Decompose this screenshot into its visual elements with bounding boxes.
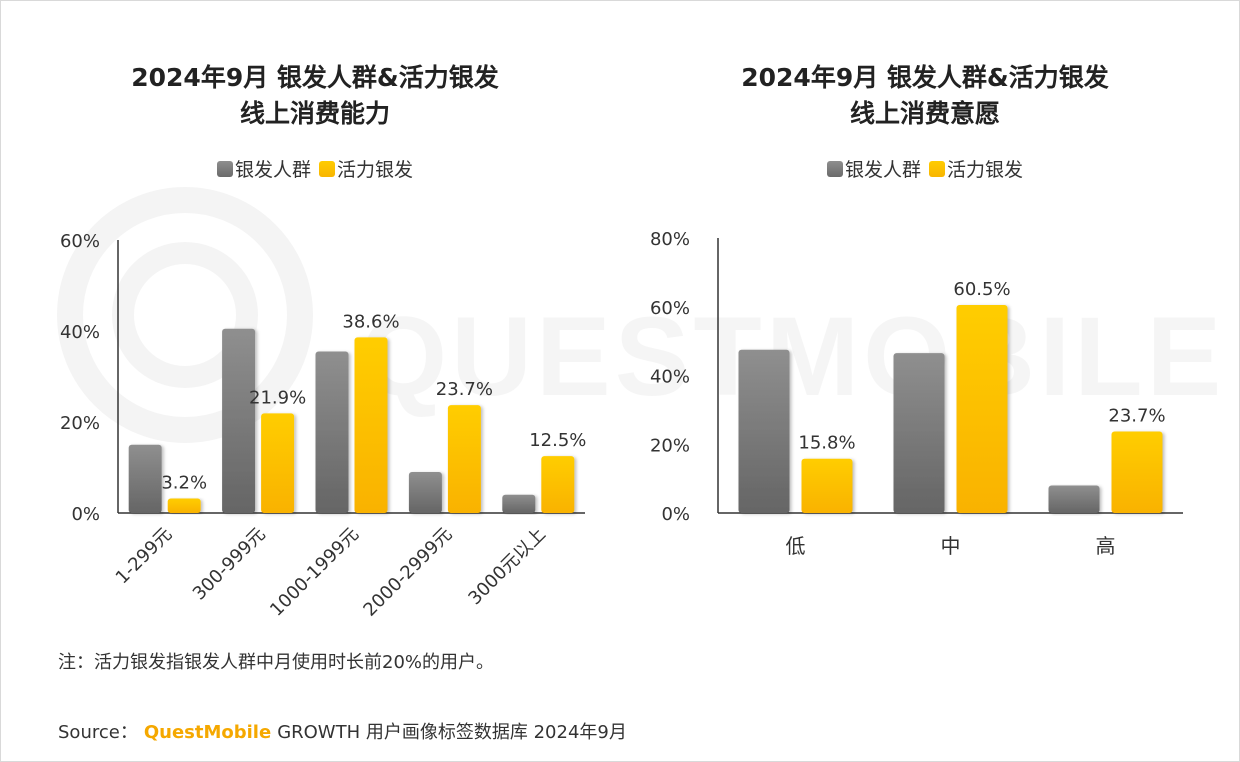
source-brand: QuestMobile	[143, 722, 272, 743]
chart-title: 2024年9月 银发人群&活力银发	[741, 63, 1109, 92]
bar-active	[354, 337, 388, 513]
y-tick-label: 60%	[650, 298, 690, 319]
source-rest: GROWTH 用户画像标签数据库 2024年9月	[277, 722, 627, 743]
y-tick-label: 20%	[60, 413, 100, 434]
x-tick-label: 高	[1096, 534, 1116, 558]
legend-swatch-gold	[319, 160, 335, 177]
footnote: 注：活力银发指银发人群中月使用时长前20%的用户。	[58, 652, 495, 673]
bar-active	[541, 456, 575, 513]
chart-consumption-willingness: 2024年9月 银发人群&活力银发 线上消费意愿 银发人群 活力银发 0% 20%…	[630, 0, 1220, 640]
plot-area: 0% 20% 40% 60% 3.2% 1-299元 21.9% 300-999元 38.6% 1…	[60, 231, 586, 621]
y-tick-label: 20%	[650, 435, 690, 456]
legend-item-silver: 银发人群	[216, 155, 311, 182]
legend-swatch-gray	[826, 160, 843, 177]
data-label: 60.5%	[953, 279, 1010, 300]
bar-active	[261, 413, 295, 513]
bar-silver	[893, 353, 945, 513]
y-tick-label: 80%	[650, 229, 690, 250]
x-tick-label: 低	[786, 534, 806, 558]
bar-active	[167, 498, 201, 513]
x-tick-label: 300-999元	[189, 524, 270, 605]
data-label: 3.2%	[161, 472, 207, 493]
source-line: Source： QuestMobile GROWTH 用户画像标签数据库 202…	[58, 718, 627, 744]
y-tick-label: 40%	[650, 367, 690, 388]
bar-active	[447, 405, 481, 513]
legend-swatch-gray	[216, 160, 233, 177]
chart-subtitle: 线上消费能力	[239, 99, 390, 128]
legend-swatch-gold	[929, 160, 945, 177]
bar-silver	[1048, 485, 1100, 513]
data-label: 21.9%	[249, 387, 306, 408]
legend: 银发人群 活力银发	[630, 155, 1220, 182]
legend-item-active: 活力银发	[319, 155, 413, 182]
legend-label: 活力银发	[337, 159, 414, 181]
x-tick-label: 1000-1999元	[266, 524, 363, 621]
y-tick-label: 0%	[661, 504, 690, 525]
x-tick-label: 3000元以上	[464, 524, 549, 609]
chart-subtitle: 线上消费意愿	[849, 99, 1000, 128]
x-tick-label: 中	[941, 534, 961, 558]
data-label: 23.7%	[1108, 406, 1165, 427]
bar-active	[1111, 431, 1163, 513]
x-tick-label: 1-299元	[112, 524, 177, 589]
x-tick-label: 2000-2999元	[359, 524, 456, 621]
bar-silver	[738, 349, 790, 513]
bar-silver	[502, 494, 536, 513]
data-label: 12.5%	[529, 430, 586, 451]
legend-label: 活力银发	[947, 159, 1024, 181]
y-tick-label: 40%	[60, 322, 100, 343]
legend-label: 银发人群	[844, 159, 921, 181]
bar-active	[801, 458, 853, 513]
y-tick-label: 0%	[71, 504, 100, 525]
data-label: 38.6%	[342, 311, 399, 332]
source-prefix: Source：	[58, 722, 138, 743]
legend-item-silver: 银发人群	[826, 155, 921, 182]
data-label: 15.8%	[798, 433, 855, 454]
chart-title: 2024年9月 银发人群&活力银发	[131, 63, 499, 92]
y-tick-label: 60%	[60, 231, 100, 252]
bar-silver	[128, 444, 162, 513]
bar-silver	[408, 472, 442, 513]
plot-area: 0% 20% 40% 60% 80% 15.8% 低 60.5% 中 23.7% 高	[650, 229, 1183, 558]
bar-silver	[315, 351, 349, 513]
legend: 银发人群 活力银发	[20, 155, 610, 182]
bar-silver	[222, 328, 256, 513]
chart-consumption-ability: 2024年9月 银发人群&活力银发 线上消费能力 银发人群 活力银发 0% 20%…	[20, 0, 610, 640]
legend-item-active: 活力银发	[929, 155, 1023, 182]
data-label: 23.7%	[436, 379, 493, 400]
bar-active	[956, 305, 1008, 513]
legend-label: 银发人群	[234, 159, 311, 181]
